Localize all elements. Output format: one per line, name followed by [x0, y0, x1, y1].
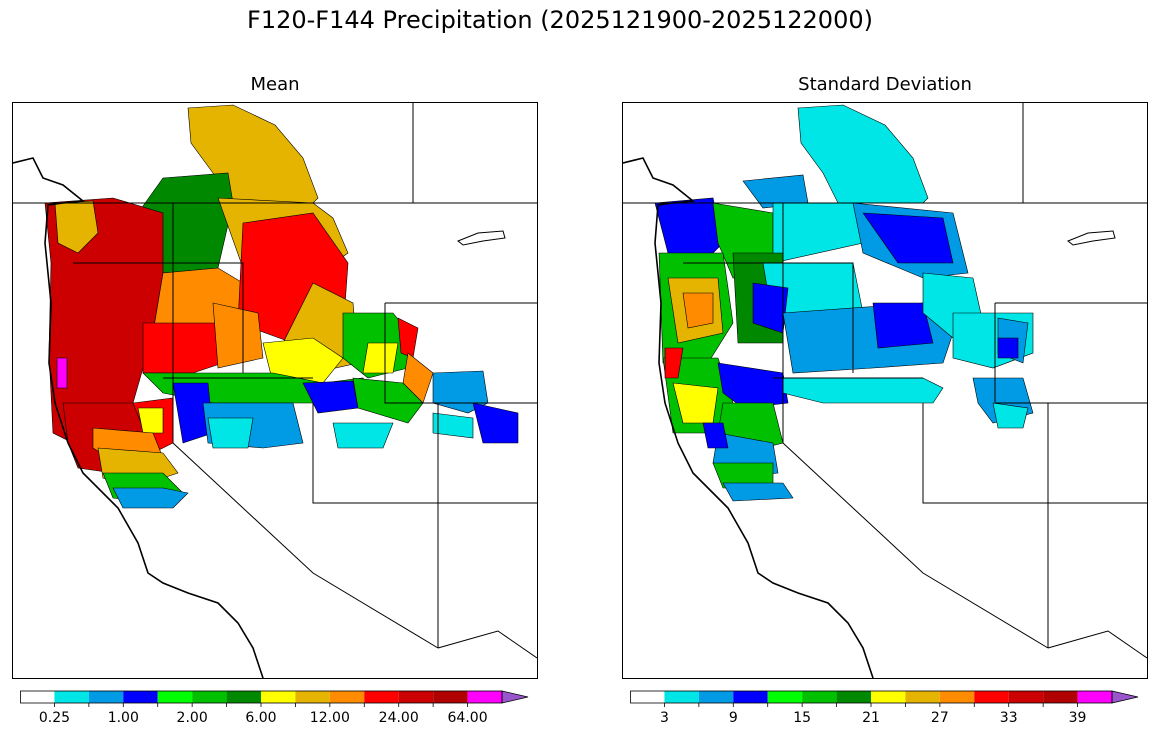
mean-colorbar: 0.25 1.00 2.00 6.00 12.00 24.00 64.00	[20, 690, 532, 726]
colorbar-tick-label: 24.00	[378, 710, 419, 726]
region-fill	[772, 202, 864, 264]
colorbar-segment	[157, 691, 193, 703]
region-fill	[54, 200, 99, 254]
region-fill	[862, 212, 954, 264]
colorbar-extend-arrow	[501, 690, 529, 704]
colorbar-tick-label: 27	[930, 710, 949, 726]
colorbar-segment	[398, 691, 434, 703]
region-fill	[212, 302, 264, 369]
region-fill	[362, 342, 399, 374]
colorbar-tick-label: 39	[1068, 710, 1087, 726]
state-boundary	[384, 303, 537, 404]
colorbar-segment	[733, 691, 768, 703]
state-boundary	[73, 262, 244, 373]
stddev-colorbar-svg	[630, 690, 1139, 707]
region-fill	[432, 412, 474, 439]
colorbar-extend-arrow	[1111, 690, 1139, 704]
state-boundary	[172, 442, 439, 649]
colorbar-segment	[698, 691, 734, 703]
colorbar-segment	[664, 691, 699, 703]
colorbar-tick-label: 6.00	[245, 710, 277, 726]
region-fill	[997, 337, 1019, 359]
stddev-map-svg	[623, 103, 1147, 678]
region-fill	[722, 482, 794, 502]
region-fill	[782, 377, 944, 404]
colorbar-segment	[1043, 691, 1078, 703]
region-fill	[682, 292, 714, 329]
region-fill	[397, 317, 419, 359]
coastline	[623, 157, 874, 678]
stddev-colorbar: 3 9 15 21 27 33 39	[630, 690, 1142, 726]
stddev-map	[622, 102, 1148, 679]
colorbar-tick-label: 1.00	[107, 710, 139, 726]
state-boundary	[994, 303, 1147, 404]
region-fill	[207, 417, 254, 449]
colorbar-segment	[1077, 691, 1112, 703]
state-boundary	[312, 403, 537, 504]
colorbar-segment	[123, 691, 158, 703]
colorbar-segment	[802, 691, 837, 703]
region-fill	[472, 402, 519, 444]
colorbar-segment	[261, 691, 296, 703]
figure-title: F120-F144 Precipitation (2025121900-2025…	[247, 6, 873, 34]
state-boundary	[922, 403, 1147, 504]
region-fill	[352, 377, 424, 424]
coastline	[13, 157, 264, 678]
region-fill	[992, 402, 1029, 429]
region-fill	[872, 302, 934, 349]
mean-panel-title: Mean	[250, 74, 300, 95]
lake-outline	[457, 230, 506, 246]
region-fill	[332, 422, 394, 449]
stddev-panel-title: Standard Deviation	[798, 74, 972, 95]
colorbar-segment	[192, 691, 227, 703]
colorbar-segment	[54, 691, 89, 703]
colorbar-segment	[226, 691, 261, 703]
state-boundary	[683, 262, 854, 373]
region-fill	[302, 380, 359, 414]
colorbar-segment	[20, 691, 55, 703]
colorbar-segment	[467, 691, 502, 703]
colorbar-segment	[88, 691, 124, 703]
region-fill	[664, 347, 684, 379]
colorbar-tick-label: 21	[862, 710, 880, 726]
colorbar-tick-label: 2.00	[176, 710, 208, 726]
lake-outline	[1067, 230, 1116, 246]
region-fill	[56, 357, 68, 389]
colorbar-segment	[974, 691, 1009, 703]
colorbar-segment	[433, 691, 468, 703]
colorbar-tick-label: 0.25	[38, 710, 71, 726]
colorbar-segment	[329, 691, 365, 703]
colorbar-tick-label: 12.00	[309, 710, 350, 726]
colorbar-segment	[767, 691, 803, 703]
colorbar-segment	[1008, 691, 1044, 703]
region-fill	[137, 407, 164, 434]
colorbar-segment	[939, 691, 975, 703]
region-fill	[112, 487, 189, 509]
colorbar-segment	[630, 691, 665, 703]
colorbar-segment	[295, 691, 330, 703]
colorbar-segment	[836, 691, 871, 703]
colorbar-tick-label: 64.00	[447, 710, 488, 726]
colorbar-tick-label: 33	[999, 710, 1018, 726]
mean-map-svg	[13, 103, 537, 678]
mean-map	[12, 102, 538, 679]
state-boundary	[782, 442, 1049, 649]
colorbar-tick-label: 9	[728, 710, 738, 726]
colorbar-segment	[364, 691, 399, 703]
colorbar-segment	[905, 691, 940, 703]
state-boundary	[437, 630, 537, 659]
region-fill	[797, 104, 929, 204]
state-boundary	[1047, 630, 1147, 659]
region-fill	[702, 422, 729, 449]
colorbar-tick-label: 15	[793, 710, 812, 726]
colorbar-segment	[871, 691, 906, 703]
mean-colorbar-svg	[20, 690, 529, 707]
colorbar-tick-label: 3	[659, 710, 669, 726]
